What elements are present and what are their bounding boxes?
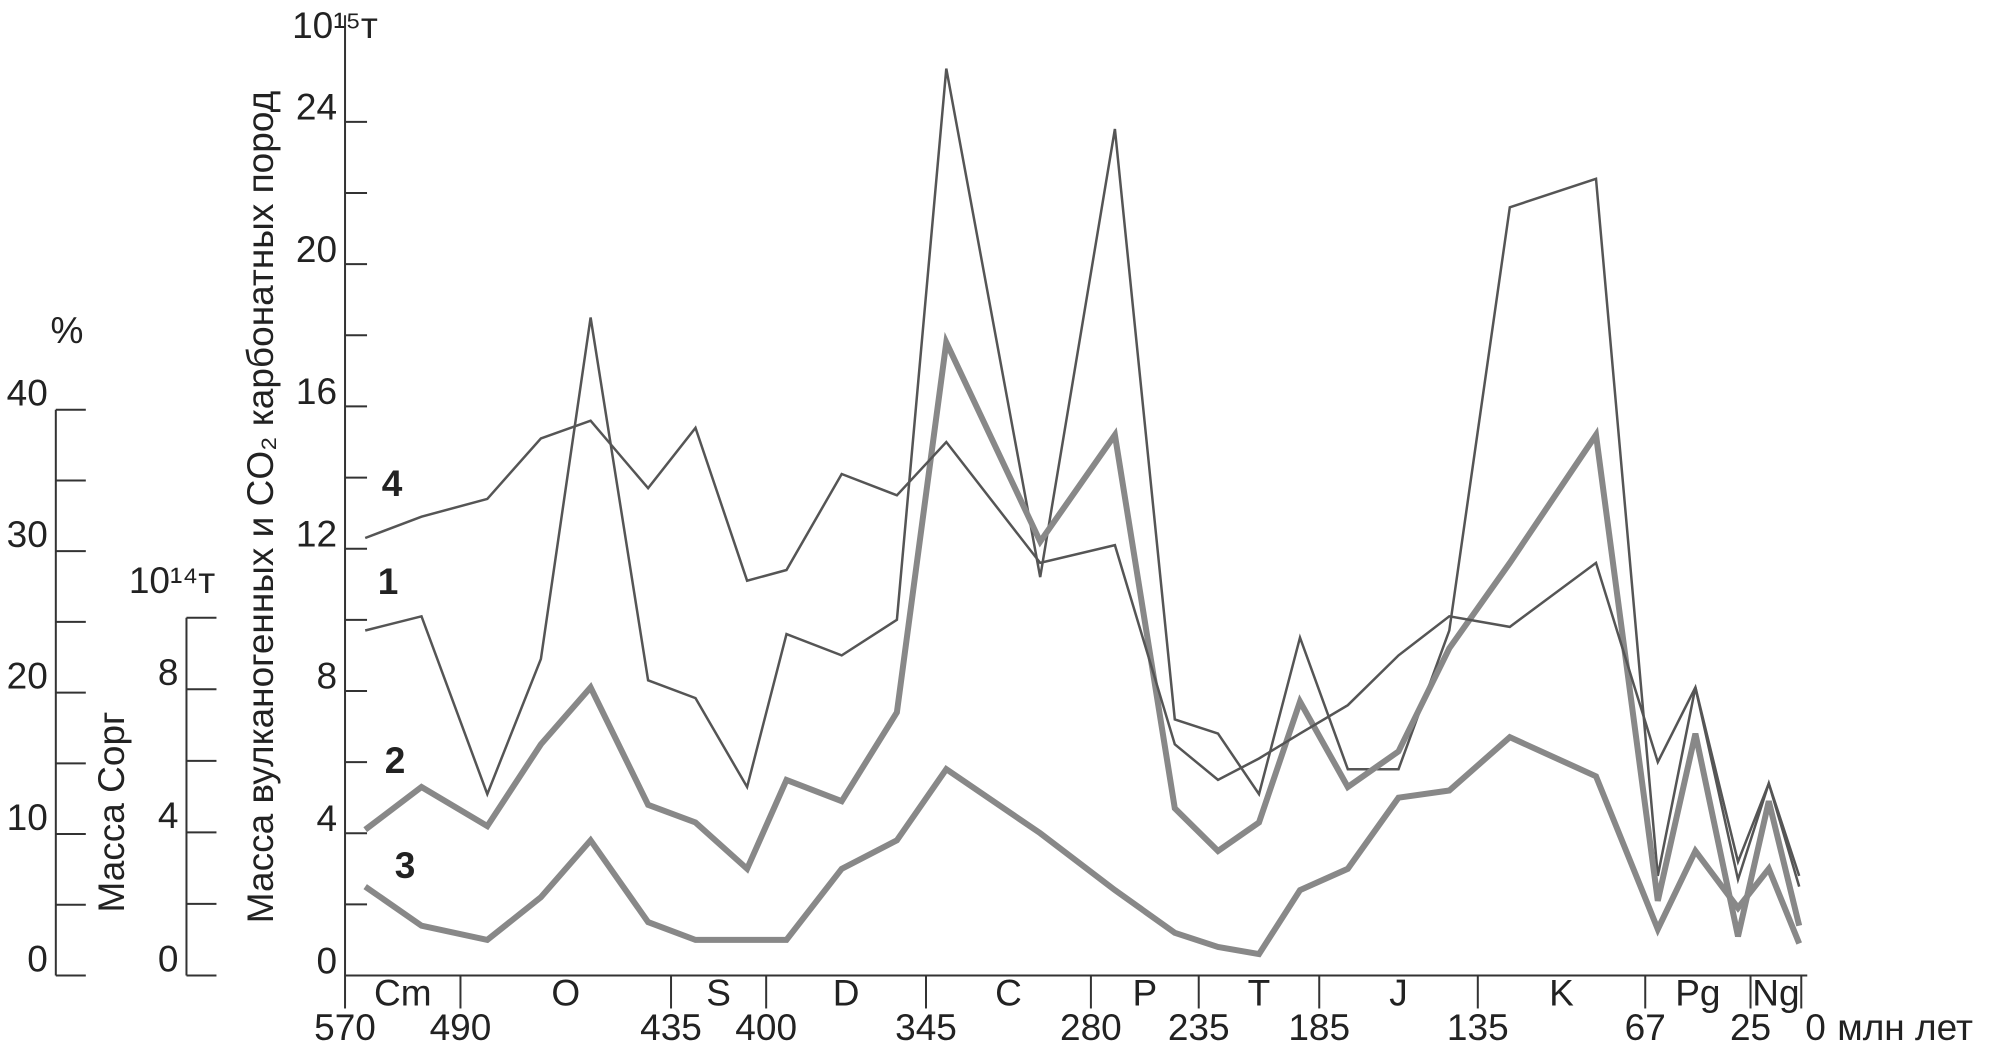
x-tick-label: 435 xyxy=(640,1007,702,1048)
x-tick-label: 280 xyxy=(1060,1007,1122,1048)
series-line xyxy=(363,331,1803,938)
series-label: 4 xyxy=(382,463,403,504)
series-line xyxy=(363,733,1802,958)
y2-axis-label: Масса Сорг xyxy=(91,711,132,912)
period-label: K xyxy=(1549,972,1574,1013)
x-tick-label: 490 xyxy=(430,1007,492,1048)
y-tick-label: 4 xyxy=(316,798,337,839)
x-tick-label: 235 xyxy=(1168,1007,1230,1048)
period-label: S xyxy=(706,972,731,1013)
series-label: 1 xyxy=(378,561,399,602)
y-tick-label: 16 xyxy=(296,371,337,412)
period-label: Pg xyxy=(1675,972,1720,1013)
x-tick-label: 25 xyxy=(1730,1007,1771,1048)
x-tick-label: 67 xyxy=(1625,1007,1666,1048)
aux-tick-label: 0 xyxy=(27,938,48,979)
y3-unit: % xyxy=(51,310,84,351)
aux-tick-label: 40 xyxy=(7,373,48,414)
y-tick-label: 20 xyxy=(296,229,337,270)
x-tick-label: 570 xyxy=(314,1007,376,1048)
series-label: 3 xyxy=(395,845,416,886)
y-tick-label: 24 xyxy=(296,87,337,128)
period-label: D xyxy=(833,972,860,1013)
aux-tick-label: 20 xyxy=(7,655,48,696)
period-label: T xyxy=(1248,972,1271,1013)
y-tick-label: 12 xyxy=(296,513,337,554)
period-label: J xyxy=(1389,972,1408,1013)
aux-tick-label: 4 xyxy=(158,795,179,836)
period-label: C xyxy=(995,972,1022,1013)
y-tick-label: 8 xyxy=(316,656,337,697)
period-label: Cm xyxy=(374,972,432,1013)
x-unit: млн лет xyxy=(1837,1007,1973,1048)
x-tick-label: 0 xyxy=(1805,1007,1826,1048)
y-axis-label: Масса вулканогенных и CO₂ карбонатных по… xyxy=(240,91,281,923)
x-tick-label: 400 xyxy=(735,1007,797,1048)
y-tick-label: 0 xyxy=(316,940,337,981)
period-label: O xyxy=(551,972,580,1013)
series-label: 2 xyxy=(385,740,406,781)
x-tick-label: 135 xyxy=(1447,1007,1509,1048)
series-line xyxy=(364,68,1801,887)
aux-tick-label: 10 xyxy=(7,797,48,838)
aux-tick-label: 8 xyxy=(158,652,179,693)
x-tick-label: 185 xyxy=(1288,1007,1350,1048)
y-unit: 10¹⁵т xyxy=(292,5,378,46)
series-line xyxy=(364,419,1801,877)
period-label: P xyxy=(1132,972,1157,1013)
aux-tick-label: 0 xyxy=(158,938,179,979)
period-label: Ng xyxy=(1752,972,1799,1013)
x-tick-label: 345 xyxy=(895,1007,957,1048)
aux-tick-label: 30 xyxy=(7,514,48,555)
y2-unit: 10¹⁴т xyxy=(129,560,215,601)
